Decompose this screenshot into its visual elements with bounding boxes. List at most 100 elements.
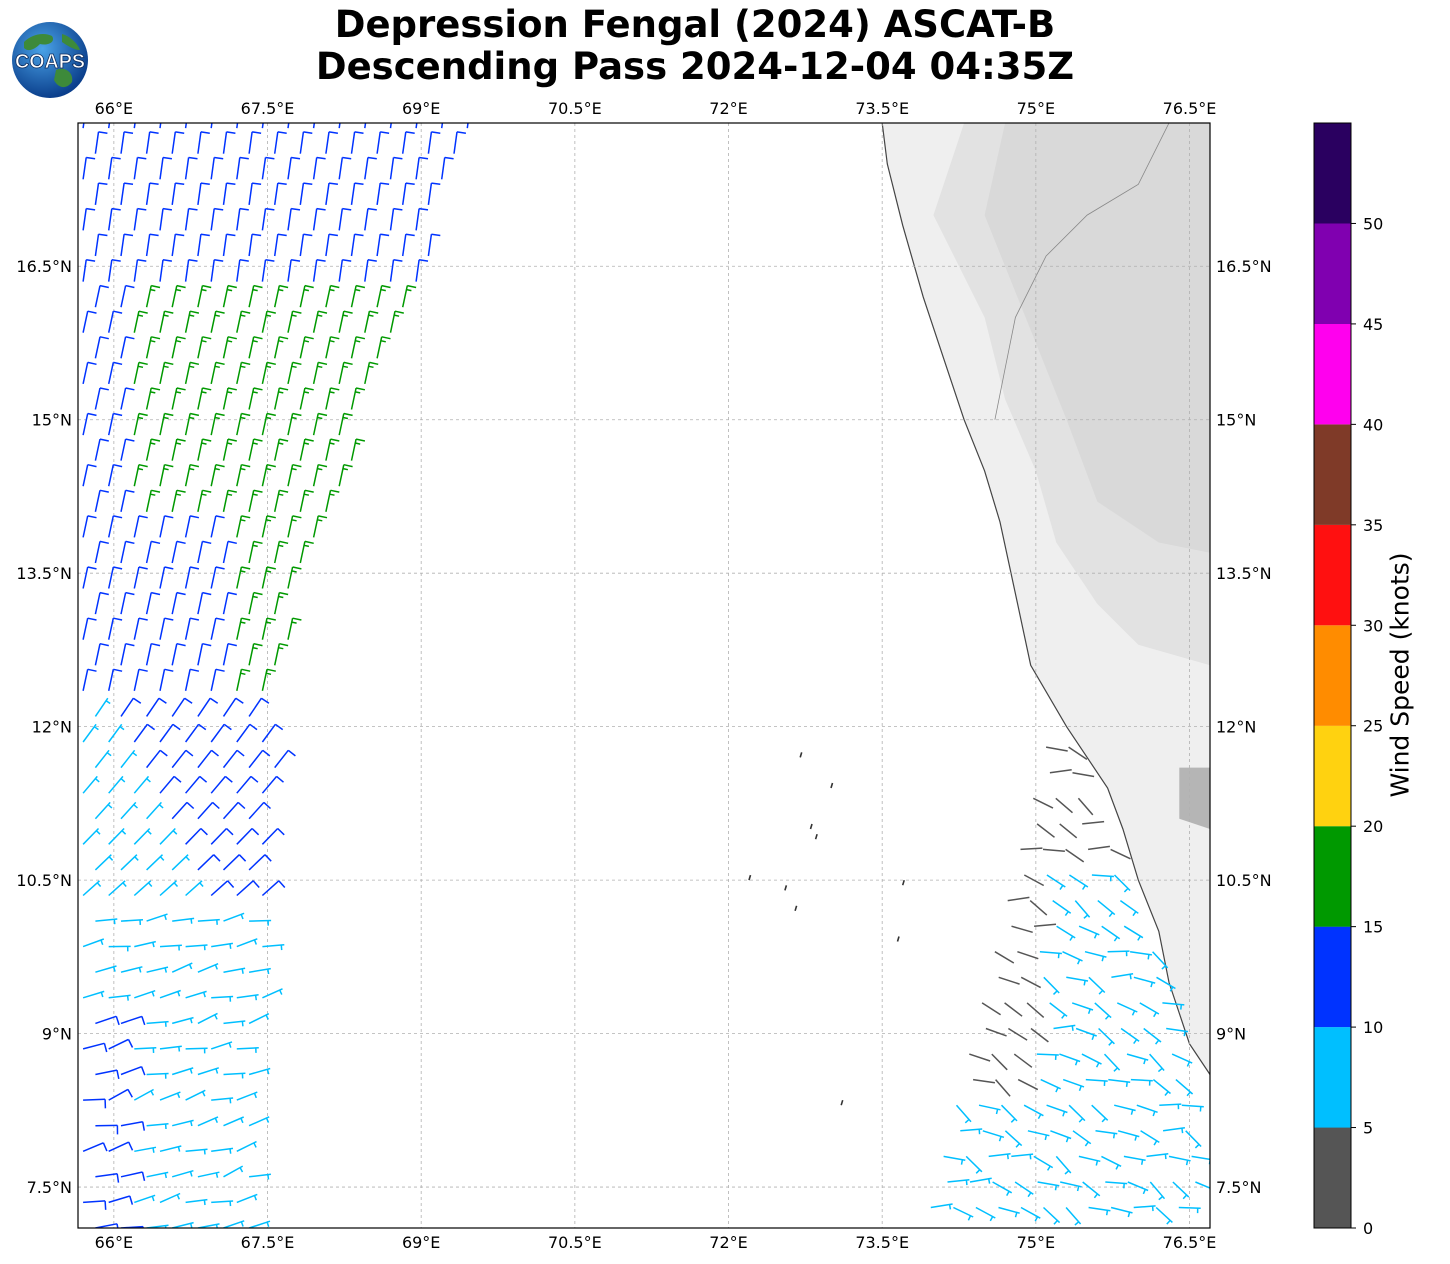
wind-barb [1171, 1053, 1193, 1067]
wind-barb [172, 1016, 194, 1025]
wind-barb [120, 336, 135, 359]
wind-barb [1046, 874, 1066, 891]
wind-barb [210, 207, 224, 231]
wind-barb [210, 515, 225, 538]
wind-barb [1162, 1127, 1186, 1134]
wind-barb [389, 259, 403, 282]
wind-barb [184, 123, 188, 129]
wind-barb [222, 749, 245, 769]
wind-barb [184, 668, 200, 691]
wind-barb [992, 1181, 1013, 1196]
wind-barb [1114, 1104, 1136, 1115]
lat-tick-label-right: 10.5°N [1216, 871, 1272, 890]
wind-barb [299, 336, 314, 359]
wind-barb [171, 284, 186, 308]
wind-barb [94, 336, 109, 359]
wind-barb [82, 775, 100, 794]
wind-barb [159, 463, 174, 487]
lon-tick-label-bottom: 67.5°E [241, 1233, 295, 1252]
wind-barb [82, 827, 101, 845]
wind-barb [312, 207, 326, 231]
wind-barb [249, 919, 272, 926]
wind-barb [1072, 1130, 1092, 1147]
wind-barb [1088, 976, 1106, 995]
wind-barb [1020, 976, 1042, 989]
wind-barb [273, 182, 287, 206]
wind-barb [273, 540, 289, 564]
wind-barb [236, 1140, 257, 1152]
lon-tick-label-bottom: 76.5°E [1163, 1233, 1217, 1252]
wind-barb [273, 284, 289, 308]
wind-barb [994, 951, 1015, 964]
wind-barb [82, 515, 97, 538]
wind-barb [415, 259, 429, 282]
wind-barb [197, 854, 221, 871]
wind-barb [248, 489, 263, 512]
wind-barb [1023, 1104, 1044, 1120]
wind-barb [312, 412, 328, 436]
wind-barb [171, 131, 185, 154]
wind-barb [185, 827, 208, 845]
wind-barb [972, 1078, 996, 1084]
wind-barb [299, 540, 314, 564]
wind-barb [94, 854, 114, 871]
wind-barb [133, 123, 136, 129]
wind-barb [1082, 820, 1105, 825]
wind-barb [197, 387, 212, 410]
wind-barb [223, 1116, 244, 1127]
island [784, 885, 788, 891]
wind-barb [120, 749, 138, 769]
wind-barb [389, 123, 392, 129]
wind-barb [94, 489, 109, 512]
wind-barb [975, 1206, 996, 1222]
wind-barb [94, 438, 109, 461]
plot-frame [77, 122, 1211, 1229]
wind-barb [1062, 1078, 1085, 1091]
wind-barb [1068, 746, 1088, 761]
wind-barb [1105, 1181, 1128, 1189]
wind-barb [415, 123, 418, 129]
wind-barb [223, 1020, 246, 1027]
title-line-2: Descending Pass 2024-12-04 04:35Z [315, 45, 1075, 88]
wind-barb [159, 1145, 182, 1153]
wind-barb [338, 207, 352, 231]
wind-barb [185, 990, 207, 999]
wind-barb [930, 1203, 953, 1210]
wind-barb [338, 156, 352, 180]
wind-barb [262, 988, 283, 999]
wind-barb [184, 617, 200, 640]
wind-barb [261, 156, 275, 180]
wind-barb [236, 723, 258, 743]
island [896, 936, 900, 942]
wind-barb [1107, 950, 1130, 957]
wind-barb [185, 880, 204, 897]
wind-barb [236, 617, 251, 640]
wind-barb [1059, 1053, 1081, 1066]
wind-barb [222, 438, 237, 461]
wind-barb [248, 591, 263, 615]
wind-barb [1103, 1053, 1121, 1072]
wind-barb [159, 259, 173, 282]
colorbar-bin [1314, 1127, 1351, 1228]
islands-layer [748, 752, 905, 1106]
wind-barb [287, 617, 302, 640]
wind-barb [273, 642, 289, 666]
wind-barb [312, 156, 326, 180]
wind-barb [1033, 1155, 1054, 1171]
wind-barb [159, 566, 174, 589]
colorbar-bin [1314, 123, 1351, 224]
wind-barb [134, 940, 156, 948]
wind-barb [159, 723, 181, 743]
wind-barb [1098, 1027, 1115, 1046]
wind-barb [1087, 845, 1111, 851]
wind-barb [1020, 847, 1043, 851]
wind-barb [108, 1141, 134, 1152]
wind-barb [197, 489, 212, 512]
wind-barb [947, 1179, 970, 1186]
wind-barb [273, 233, 287, 257]
wind-barb [1110, 1206, 1133, 1218]
wind-barb [312, 123, 316, 129]
wind-barb [287, 156, 301, 180]
wind-barb [211, 995, 234, 1002]
